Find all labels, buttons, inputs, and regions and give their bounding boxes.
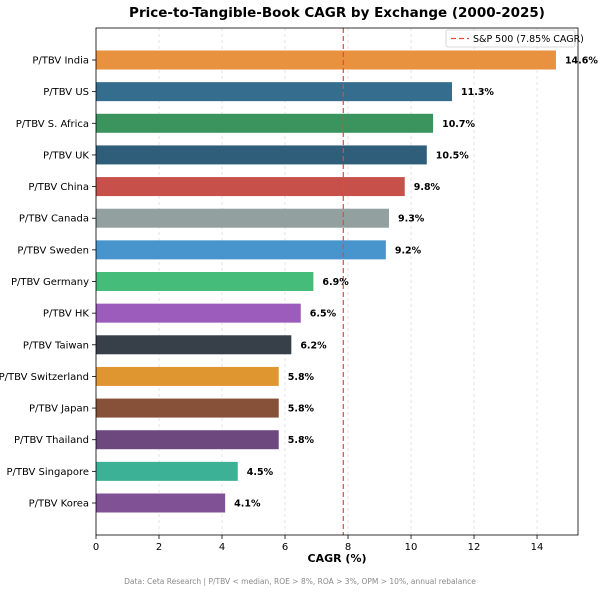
value-label: 11.3% <box>461 87 494 98</box>
category-label: P/TBV Germany <box>11 277 89 288</box>
bar <box>96 303 301 323</box>
category-label: P/TBV China <box>28 182 89 193</box>
bar <box>96 113 434 133</box>
x-tick-label: 8 <box>345 542 351 553</box>
category-label: P/TBV S. Africa <box>16 119 89 130</box>
value-label: 5.8% <box>288 372 315 383</box>
category-label: P/TBV Japan <box>29 404 89 415</box>
bar <box>96 366 279 386</box>
category-label: P/TBV Canada <box>19 214 89 225</box>
bar <box>96 398 279 418</box>
x-tick-label: 10 <box>405 542 418 553</box>
bars <box>96 50 556 513</box>
x-tick-label: 2 <box>156 542 162 553</box>
x-axis-title: CAGR (%) <box>308 552 367 565</box>
category-label: P/TBV HK <box>43 309 90 320</box>
category-label: P/TBV US <box>43 87 89 98</box>
category-labels: P/TBV India P/TBV US P/TBV S. Africa P/TBV … <box>0 56 96 510</box>
bar <box>96 208 389 228</box>
category-label: P/TBV India <box>32 56 89 67</box>
category-label: P/TBV Korea <box>29 499 89 510</box>
value-label: 4.5% <box>247 467 274 478</box>
category-label: P/TBV Switzerland <box>0 372 89 383</box>
value-label: 5.8% <box>288 404 315 415</box>
category-label: P/TBV Sweden <box>17 245 89 256</box>
legend-label: S&P 500 (7.85% CAGR) <box>473 34 584 45</box>
category-label: P/TBV UK <box>43 150 89 161</box>
bar <box>96 177 405 197</box>
value-label: 14.6% <box>565 56 598 67</box>
value-label: 6.2% <box>300 340 327 351</box>
value-labels: 14.6% 11.3% 10.7% 10.5% 9.8% 9.3% 9.2% 6.9% 6.5%… <box>234 56 598 510</box>
footnote: Data: Ceta Research | P/TBV < median, RO… <box>124 577 476 586</box>
bar <box>96 430 279 450</box>
bar <box>96 50 556 70</box>
x-tick-label: 12 <box>468 542 481 553</box>
value-label: 6.9% <box>322 277 349 288</box>
value-label: 10.5% <box>436 150 469 161</box>
x-tick-label: 4 <box>219 542 225 553</box>
bar <box>96 461 238 481</box>
category-label: P/TBV Thailand <box>14 435 89 446</box>
bar <box>96 82 452 102</box>
value-label: 5.8% <box>288 435 315 446</box>
bar <box>96 272 314 291</box>
x-tick-label: 14 <box>531 542 544 553</box>
x-axis: 0 2 4 6 8 10 12 14 <box>93 535 544 553</box>
bar <box>96 145 427 165</box>
legend-box <box>445 29 576 48</box>
plot-frame <box>95 27 579 536</box>
value-label: 6.5% <box>310 309 337 320</box>
x-tick-label: 6 <box>282 542 288 553</box>
chart-title: Price-to-Tangible-Book CAGR by Exchange … <box>129 5 545 21</box>
value-label: 9.3% <box>398 214 425 225</box>
value-label: 9.8% <box>414 182 441 193</box>
category-label: P/TBV Singapore <box>6 467 89 478</box>
bar <box>96 240 386 260</box>
value-label: 9.2% <box>395 245 422 256</box>
x-tick-label: 0 <box>93 542 99 553</box>
value-label: 10.7% <box>442 119 475 130</box>
legend: S&P 500 (7.85% CAGR) <box>445 29 584 48</box>
category-label: P/TBV Taiwan <box>23 340 89 351</box>
bar <box>96 335 292 355</box>
bar <box>96 493 226 513</box>
value-label: 4.1% <box>234 499 261 510</box>
